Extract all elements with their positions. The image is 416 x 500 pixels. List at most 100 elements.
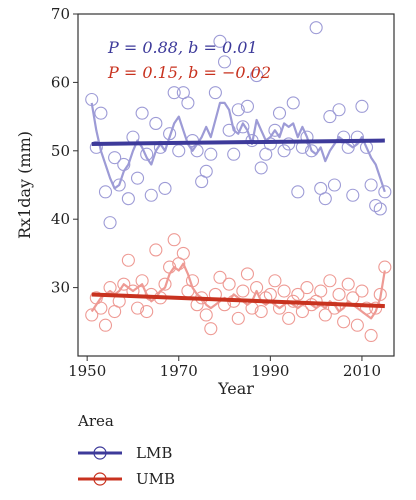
lmb-data-point <box>346 188 360 202</box>
lmb-data-point <box>227 147 241 161</box>
lmb-data-point <box>199 164 213 178</box>
lmb-data-point <box>208 86 222 100</box>
legend-label-umb: UMB <box>136 470 176 488</box>
umb-data-point <box>236 284 250 298</box>
umb-data-point <box>117 277 131 291</box>
lmb-data-point <box>373 202 387 216</box>
umb-data-point <box>355 284 369 298</box>
y-tick-label: 70 <box>51 5 70 23</box>
lmb-data-point <box>277 144 291 158</box>
x-axis-ticks: 1950 1970 1990 2010 <box>68 356 381 380</box>
lmb-data-point <box>140 147 154 161</box>
lmb-data-point <box>282 137 296 151</box>
lmb-data-point <box>158 181 172 195</box>
lmb-data-point <box>231 103 245 117</box>
umb-data-point <box>130 301 145 315</box>
x-axis-label: Year <box>217 379 254 398</box>
umb-data-point <box>268 274 282 288</box>
y-tick-label: 50 <box>51 142 70 160</box>
umb-data-point <box>140 304 154 319</box>
umb-data-point <box>199 308 213 322</box>
lmb-data-point <box>149 116 163 130</box>
umb-smoothed-line <box>90 262 386 320</box>
lmb-data-point <box>108 151 122 165</box>
lmb-data-point <box>218 55 232 69</box>
rx1day-chart: 30 40 50 60 70 1950 1970 1990 2010 P = 0.88, b … <box>15 5 395 398</box>
lmb-data-point <box>272 106 287 120</box>
umb-data-point <box>231 311 245 325</box>
umb-data-point <box>277 284 291 298</box>
lmb-data-point <box>103 216 117 230</box>
legend-item-lmb: LMB <box>78 440 175 466</box>
lmb-data-point <box>240 99 254 113</box>
umb-data-point <box>337 315 351 329</box>
umb-data-point <box>300 281 314 295</box>
lmb-data-point <box>309 21 323 35</box>
lmb-data-point <box>213 34 227 48</box>
lmb-data-point <box>167 86 181 100</box>
umb-data-point <box>332 287 346 301</box>
legend-label-lmb: LMB <box>136 444 173 462</box>
lmb-data-point <box>286 96 300 110</box>
trend-lines <box>91 138 385 309</box>
umb-data-point <box>98 318 113 332</box>
umb-data-point <box>213 270 227 284</box>
lmb-trend-line <box>91 138 385 146</box>
legend-swatch-lmb <box>78 446 122 460</box>
umb-stat-annotation: P = 0.15, b = −0.02 <box>107 63 271 82</box>
x-tick-label: 1970 <box>160 362 198 380</box>
lmb-data-point <box>332 103 346 117</box>
y-tick-label: 60 <box>51 73 70 91</box>
umb-data-point <box>254 304 268 319</box>
lmb-data-point <box>98 185 113 199</box>
umb-data-point <box>121 253 135 267</box>
umb-data-point <box>314 284 328 298</box>
x-tick-label: 1950 <box>68 362 106 380</box>
umb-data-point <box>364 328 378 343</box>
y-tick-label: 40 <box>51 210 70 228</box>
lmb-data-point <box>254 161 268 175</box>
lmb-data-point <box>204 147 218 161</box>
lmb-stat-annotation: P = 0.88, b = 0.01 <box>107 38 258 57</box>
umb-trend-line <box>91 292 385 309</box>
legend: Area LMB UMB <box>78 412 175 492</box>
lmb-data-point <box>130 171 145 185</box>
lmb-data-point <box>364 178 378 192</box>
umb-data-point <box>323 274 337 288</box>
y-axis-label: Rx1day (mm) <box>15 131 34 239</box>
y-axis-ticks: 30 40 50 60 70 <box>51 5 78 297</box>
legend-item-umb: UMB <box>78 466 175 492</box>
x-tick-label: 1990 <box>251 362 289 380</box>
legend-title: Area <box>78 412 114 430</box>
umb-data-point <box>85 308 99 322</box>
umb-data-point <box>369 301 383 315</box>
umb-data-point <box>282 311 296 325</box>
umb-data-point <box>341 277 355 291</box>
umb-data-point <box>240 267 254 281</box>
lmb-data-point <box>318 192 332 206</box>
legend-swatch-umb <box>78 472 122 486</box>
lmb-data-point <box>369 198 383 213</box>
y-tick-label: 30 <box>51 279 70 297</box>
lmb-data-point <box>250 69 264 83</box>
lmb-data-point <box>121 192 135 206</box>
umb-data-point <box>149 243 163 257</box>
umb-data-point <box>222 277 236 291</box>
lmb-data-point <box>135 106 149 120</box>
umb-data-point <box>350 318 364 332</box>
umb-data-point <box>167 233 181 247</box>
umb-data-point <box>291 287 305 301</box>
umb-data-point <box>204 322 218 336</box>
umb-data-point <box>176 246 190 260</box>
x-tick-label: 2010 <box>343 362 381 380</box>
lmb-data-point <box>378 185 392 199</box>
lmb-data-point <box>291 185 305 199</box>
lmb-data-point <box>89 140 103 154</box>
lmb-data-point <box>327 178 342 192</box>
umb-data-point <box>158 277 172 291</box>
lmb-data-point <box>181 96 195 110</box>
lmb-data-point <box>323 110 337 124</box>
lmb-data-point <box>144 188 158 202</box>
lmb-data-point <box>236 120 250 134</box>
lmb-data-point <box>94 106 108 120</box>
